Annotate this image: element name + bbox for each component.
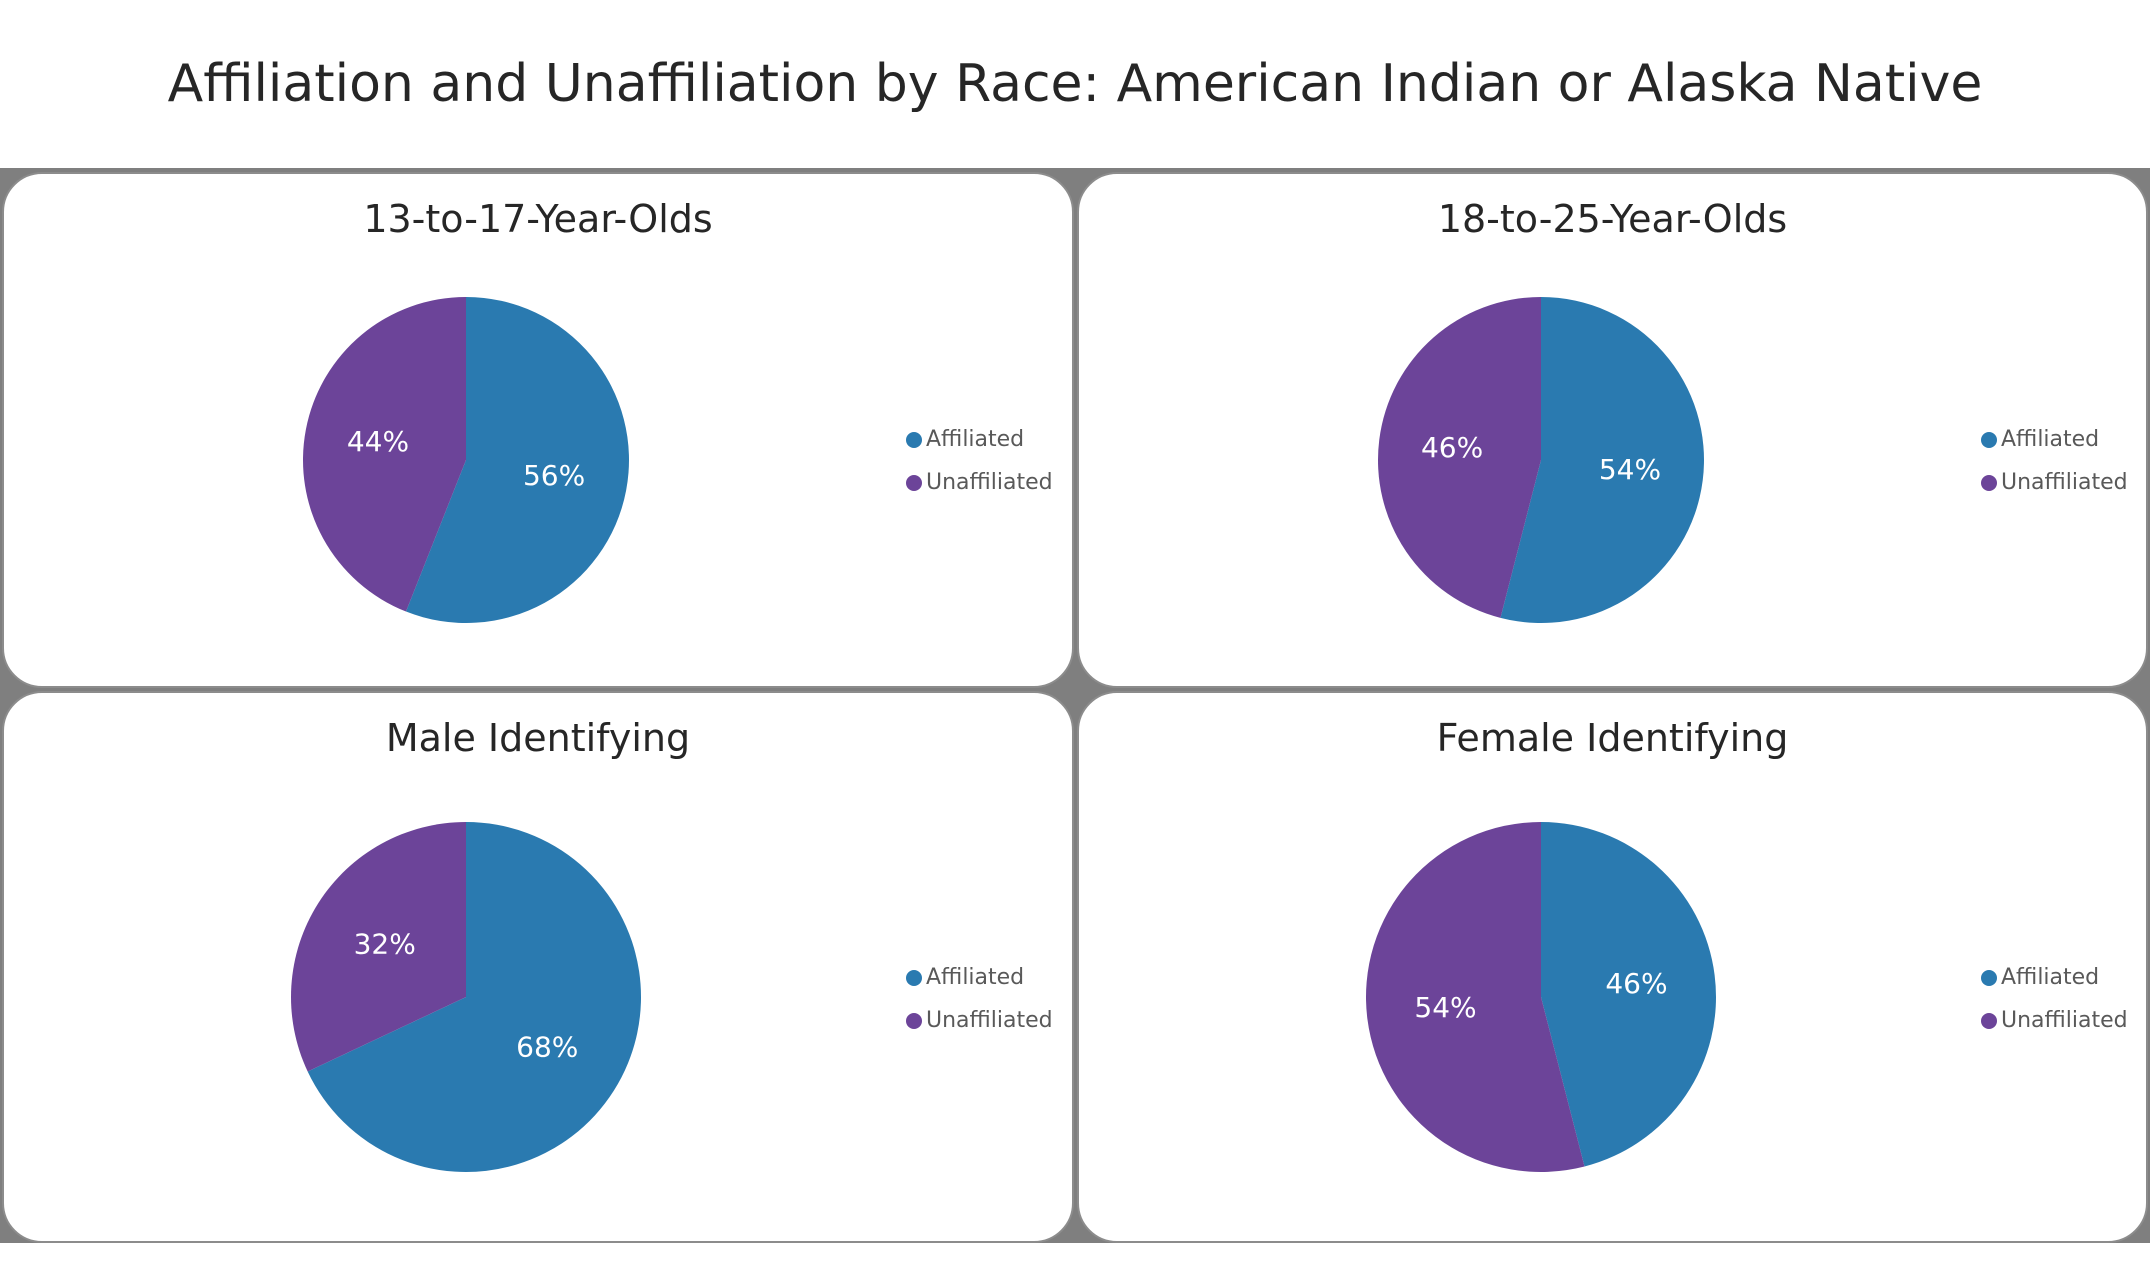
pie-slice-affiliated bbox=[405, 297, 629, 623]
legend-marker-unaffiliated bbox=[1981, 474, 1997, 491]
data-label-unaffiliated: 32% bbox=[354, 927, 416, 960]
legend-item-affiliated: Affiliated bbox=[1981, 956, 2128, 999]
data-label-affiliated: 46% bbox=[1605, 967, 1667, 1000]
pie-slice-affiliated bbox=[1500, 297, 1704, 623]
panel-female: Female Identifying 46% 54% Affiliated Una… bbox=[1077, 691, 2148, 1243]
pie-chart: 68% 32% bbox=[290, 822, 641, 1172]
legend-label: Unaffiliated bbox=[926, 1008, 1053, 1033]
legend-item-unaffiliated: Unaffiliated bbox=[906, 461, 1053, 504]
legend-item-affiliated: Affiliated bbox=[906, 418, 1053, 461]
legend: Affiliated Unaffiliated bbox=[906, 418, 1053, 504]
legend-item-unaffiliated: Unaffiliated bbox=[1981, 461, 2128, 504]
pie-slice-affiliated bbox=[1541, 822, 1716, 1167]
legend-item-affiliated: Affiliated bbox=[1981, 418, 2128, 461]
chart-title: 13-to-17-Year-Olds bbox=[363, 197, 713, 241]
panel-male: Male Identifying 68% 32% Affiliated Unaff… bbox=[2, 691, 1074, 1243]
legend-item-unaffiliated: Unaffiliated bbox=[906, 999, 1053, 1042]
legend-marker-affiliated bbox=[1981, 969, 1997, 986]
pie-slice-unaffiliated bbox=[290, 822, 466, 1072]
legend-label: Affiliated bbox=[2001, 427, 2100, 452]
legend: Affiliated Unaffiliated bbox=[1981, 418, 2128, 504]
data-label-unaffiliated: 44% bbox=[347, 425, 409, 458]
data-label-affiliated: 68% bbox=[516, 1031, 578, 1064]
legend: Affiliated Unaffiliated bbox=[1981, 956, 2128, 1042]
legend-marker-unaffiliated bbox=[906, 474, 922, 491]
legend-item-affiliated: Affiliated bbox=[906, 956, 1053, 999]
legend-marker-affiliated bbox=[906, 969, 922, 986]
legend: Affiliated Unaffiliated bbox=[906, 956, 1053, 1042]
legend-label: Affiliated bbox=[926, 427, 1025, 452]
pie-chart: 56% 44% bbox=[302, 297, 629, 623]
legend-label: Unaffiliated bbox=[926, 470, 1053, 495]
legend-label: Affiliated bbox=[926, 965, 1025, 990]
chart-title: Female Identifying bbox=[1436, 716, 1789, 760]
legend-label: Affiliated bbox=[2001, 965, 2100, 990]
legend-marker-unaffiliated bbox=[906, 1012, 922, 1029]
data-label-unaffiliated: 46% bbox=[1421, 431, 1483, 464]
data-label-affiliated: 54% bbox=[1599, 453, 1661, 486]
pie-slice-unaffiliated bbox=[302, 297, 466, 612]
data-label-unaffiliated: 54% bbox=[1414, 991, 1476, 1024]
legend-marker-affiliated bbox=[1981, 431, 1997, 448]
pie-slice-affiliated bbox=[307, 822, 641, 1172]
panel-18-to-25: 18-to-25-Year-Olds 54% 46% Affiliated Una… bbox=[1077, 172, 2148, 688]
main-title: Affiliation and Unaffiliation by Race: A… bbox=[167, 54, 1983, 114]
pie-chart: 46% 54% bbox=[1366, 822, 1716, 1172]
pie-slice-unaffiliated bbox=[1378, 297, 1541, 618]
data-label-affiliated: 56% bbox=[523, 459, 585, 492]
pie-chart: 54% 46% bbox=[1378, 297, 1704, 623]
chart-title: Male Identifying bbox=[385, 716, 691, 760]
legend-label: Unaffiliated bbox=[2001, 1008, 2128, 1033]
legend-item-unaffiliated: Unaffiliated bbox=[1981, 999, 2128, 1042]
pie-slice-unaffiliated bbox=[1366, 822, 1585, 1172]
legend-label: Unaffiliated bbox=[2001, 470, 2128, 495]
legend-marker-affiliated bbox=[906, 431, 922, 448]
panel-13-to-17: 13-to-17-Year-Olds 56% 44% Affiliated Una… bbox=[2, 172, 1074, 688]
legend-marker-unaffiliated bbox=[1981, 1012, 1997, 1029]
chart-title: 18-to-25-Year-Olds bbox=[1437, 197, 1788, 241]
